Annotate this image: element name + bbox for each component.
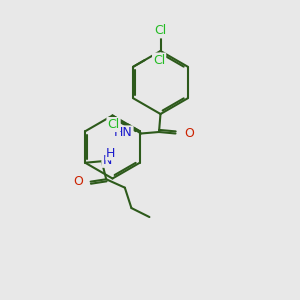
Text: O: O — [184, 127, 194, 140]
Text: Cl: Cl — [154, 24, 166, 38]
Text: H: H — [106, 147, 116, 160]
Text: HN: HN — [114, 126, 133, 140]
Text: O: O — [73, 175, 83, 188]
Text: N: N — [102, 154, 112, 167]
Text: Cl: Cl — [107, 118, 120, 131]
Text: Cl: Cl — [153, 53, 165, 67]
